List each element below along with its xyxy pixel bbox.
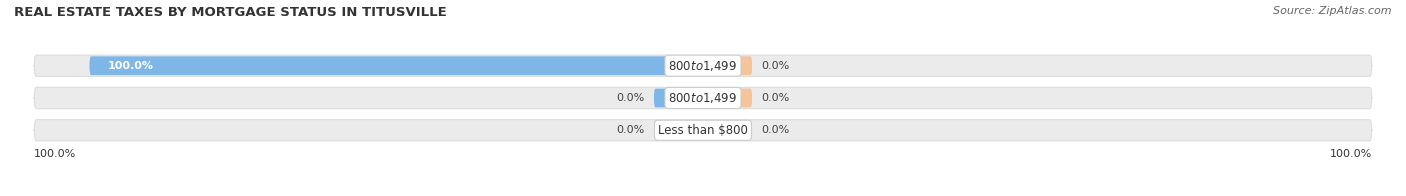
- Text: REAL ESTATE TAXES BY MORTGAGE STATUS IN TITUSVILLE: REAL ESTATE TAXES BY MORTGAGE STATUS IN …: [14, 6, 447, 19]
- FancyBboxPatch shape: [34, 55, 1372, 76]
- Text: Source: ZipAtlas.com: Source: ZipAtlas.com: [1274, 6, 1392, 16]
- Text: $800 to $1,499: $800 to $1,499: [668, 59, 738, 73]
- Text: 0.0%: 0.0%: [761, 93, 790, 103]
- FancyBboxPatch shape: [703, 121, 752, 140]
- FancyBboxPatch shape: [34, 120, 1372, 141]
- FancyBboxPatch shape: [34, 87, 1372, 109]
- Text: 100.0%: 100.0%: [1330, 149, 1372, 159]
- Text: 0.0%: 0.0%: [616, 93, 645, 103]
- Text: 0.0%: 0.0%: [616, 125, 645, 135]
- FancyBboxPatch shape: [654, 89, 703, 107]
- FancyBboxPatch shape: [703, 56, 752, 75]
- Text: $800 to $1,499: $800 to $1,499: [668, 91, 738, 105]
- Text: 100.0%: 100.0%: [108, 61, 153, 71]
- FancyBboxPatch shape: [703, 89, 752, 107]
- Text: 0.0%: 0.0%: [761, 125, 790, 135]
- Text: 0.0%: 0.0%: [761, 61, 790, 71]
- Text: 100.0%: 100.0%: [34, 149, 76, 159]
- FancyBboxPatch shape: [90, 56, 703, 75]
- FancyBboxPatch shape: [654, 121, 703, 140]
- Text: Less than $800: Less than $800: [658, 124, 748, 137]
